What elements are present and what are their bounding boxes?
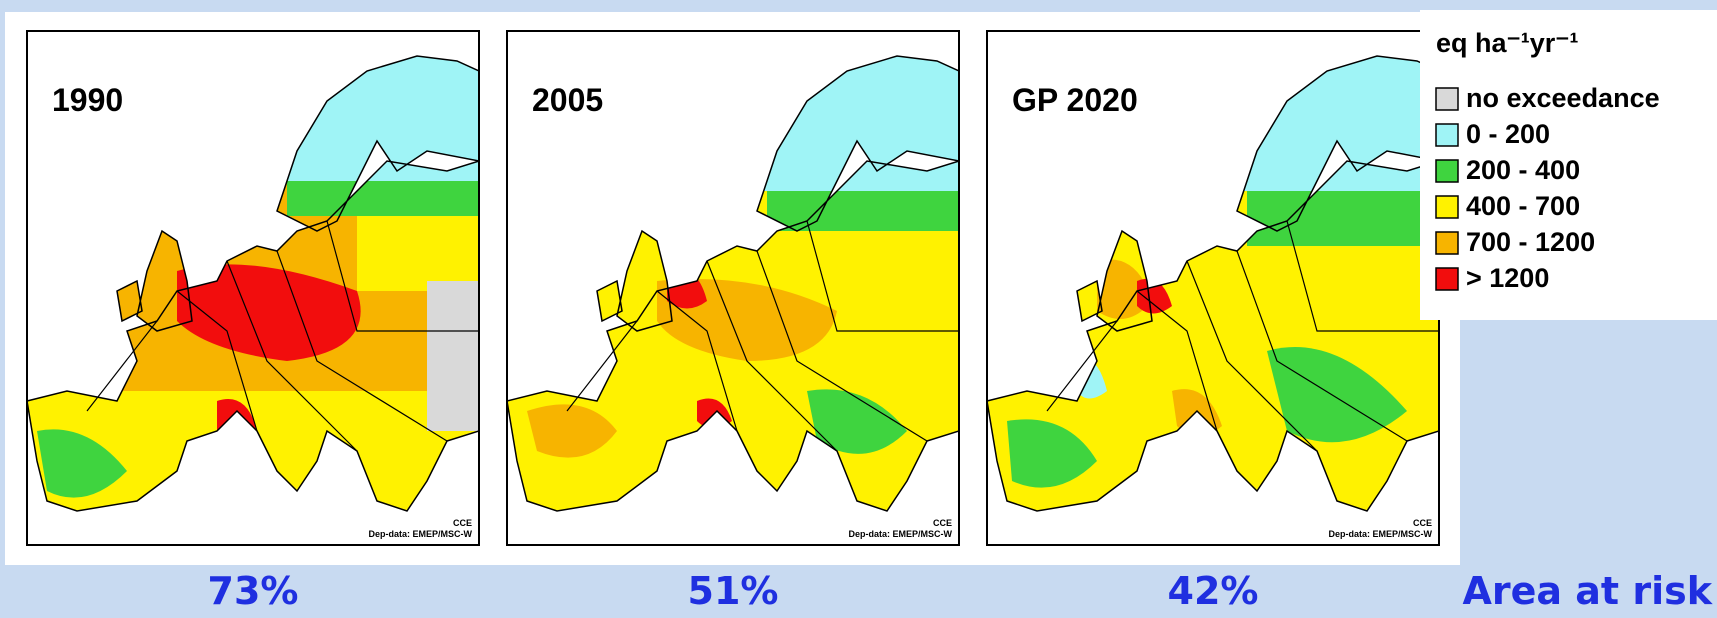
credit-agency: CCE <box>453 518 472 528</box>
map-region <box>1007 419 1097 488</box>
credit-source: Dep-data: EMEP/MSC-W <box>369 529 473 539</box>
legend-label: 400 - 700 <box>1466 191 1580 221</box>
footer: Area at risk <box>1463 569 1713 613</box>
legend-swatch <box>1435 123 1459 147</box>
legend-swatch <box>1435 159 1459 183</box>
area-percent: 51% <box>688 569 779 613</box>
panel-label: 1990 <box>52 82 123 118</box>
map-frame <box>26 30 480 546</box>
map-region <box>1267 347 1407 443</box>
map-region <box>527 404 617 458</box>
map-region <box>1247 191 1439 246</box>
area-percent: 73% <box>208 569 299 613</box>
map-region <box>357 211 479 291</box>
map-frame <box>506 30 960 546</box>
map-region <box>177 264 361 361</box>
credit-agency: CCE <box>933 518 952 528</box>
panel-label: GP 2020 <box>1012 82 1138 118</box>
map-region <box>37 429 127 498</box>
legend-swatch <box>1435 87 1459 111</box>
legend-swatch <box>1435 231 1459 255</box>
map-region <box>807 389 907 454</box>
legend-box <box>1420 10 1717 320</box>
credit-source: Dep-data: EMEP/MSC-W <box>849 529 953 539</box>
legend-title: eq ha⁻¹yr⁻¹ <box>1436 28 1579 58</box>
legend-label: > 1200 <box>1466 263 1549 293</box>
credit-agency: CCE <box>1413 518 1432 528</box>
credit-source: Dep-data: EMEP/MSC-W <box>1329 529 1433 539</box>
legend-label: 0 - 200 <box>1466 119 1550 149</box>
legend-swatch <box>1435 195 1459 219</box>
legend: eq ha⁻¹yr⁻¹ no exceedance 0 - 200 200 - 40… <box>1420 10 1717 320</box>
country-borders <box>566 220 959 452</box>
area-percent: 42% <box>1168 569 1259 613</box>
map-region <box>767 191 959 231</box>
panel-label: 2005 <box>532 82 603 118</box>
country-borders <box>86 220 479 452</box>
map-region <box>1137 278 1172 314</box>
legend-label: no exceedance <box>1466 83 1660 113</box>
map-region <box>287 181 479 216</box>
country-borders <box>1046 220 1439 452</box>
map-region <box>427 281 479 431</box>
legend-label: 700 - 1200 <box>1466 227 1595 257</box>
legend-swatch <box>1435 267 1459 291</box>
legend-label: 200 - 400 <box>1466 155 1580 185</box>
